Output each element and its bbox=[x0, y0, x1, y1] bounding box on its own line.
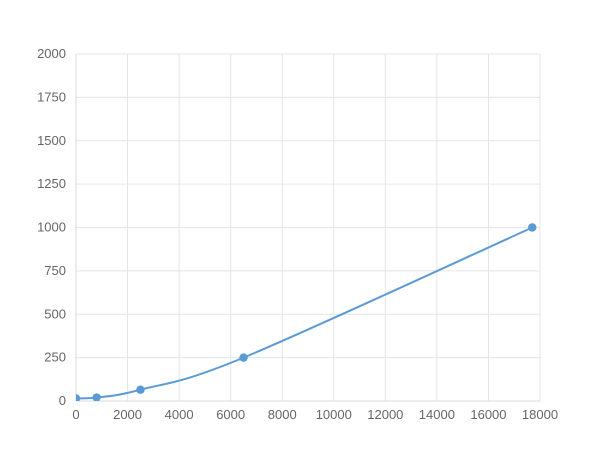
svg-text:1750: 1750 bbox=[37, 89, 66, 104]
svg-text:1000: 1000 bbox=[37, 220, 66, 235]
svg-text:500: 500 bbox=[44, 306, 66, 321]
svg-text:18000: 18000 bbox=[522, 407, 558, 422]
svg-text:10000: 10000 bbox=[316, 407, 352, 422]
svg-text:1250: 1250 bbox=[37, 176, 66, 191]
svg-text:14000: 14000 bbox=[419, 407, 455, 422]
svg-text:1500: 1500 bbox=[37, 133, 66, 148]
svg-text:2000: 2000 bbox=[113, 407, 142, 422]
svg-text:0: 0 bbox=[59, 393, 66, 408]
svg-text:250: 250 bbox=[44, 350, 66, 365]
svg-text:2000: 2000 bbox=[37, 46, 66, 61]
svg-text:0: 0 bbox=[72, 407, 79, 422]
svg-text:8000: 8000 bbox=[268, 407, 297, 422]
svg-text:4000: 4000 bbox=[165, 407, 194, 422]
svg-text:12000: 12000 bbox=[367, 407, 403, 422]
svg-text:6000: 6000 bbox=[216, 407, 245, 422]
svg-text:16000: 16000 bbox=[470, 407, 506, 422]
svg-text:750: 750 bbox=[44, 263, 66, 278]
